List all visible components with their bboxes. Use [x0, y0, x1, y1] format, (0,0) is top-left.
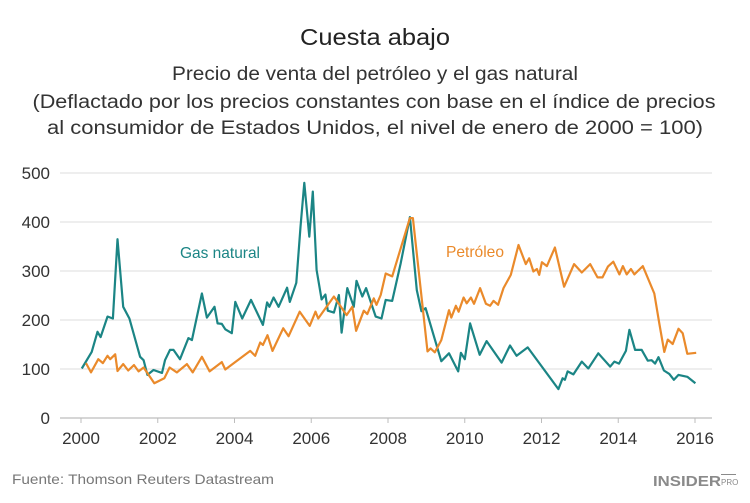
insider-pro-logo: INSIDER PRO	[653, 473, 738, 490]
series-line-gas-natural	[80, 181, 697, 391]
y-tick-label: 300	[22, 262, 50, 281]
gridlines	[60, 172, 712, 370]
chart-title: Cuesta abajo	[300, 24, 450, 50]
petroleo-label: Petróleo	[446, 244, 504, 261]
chart-subtitle-line-2: (Deflactado por los precios constantes c…	[33, 92, 716, 113]
x-tick-label: 2002	[139, 429, 177, 448]
y-axis: 0 100 200 300 400 500	[22, 164, 50, 428]
y-tick-label: 200	[22, 311, 50, 330]
y-tick-label: 0	[41, 409, 50, 428]
chart-subtitle-line-3: al consumidor de Estados Unidos, el nive…	[47, 118, 703, 139]
series-line-petroleo	[85, 217, 697, 385]
y-tick-label: 400	[22, 213, 50, 232]
gas-natural-label: Gas natural	[180, 245, 260, 262]
chart-subtitle-line-1: Precio de venta del petróleo y el gas na…	[172, 64, 578, 85]
x-tick-label: 2014	[599, 429, 637, 448]
x-tick-label: 2006	[292, 429, 330, 448]
x-tick-label: 2008	[369, 429, 407, 448]
x-tick-label: 2012	[523, 429, 561, 448]
series-lines	[80, 181, 697, 391]
svg-text:INSIDER: INSIDER	[653, 473, 721, 490]
y-tick-label: 500	[22, 164, 50, 183]
x-tick-label: 2000	[62, 429, 100, 448]
x-axis: 2000 2002 2004 2006 2008 2010 2012 2014 2016	[60, 417, 714, 448]
x-tick-label: 2004	[216, 429, 254, 448]
x-tick-label: 2016	[676, 429, 714, 448]
x-tick-label: 2010	[446, 429, 484, 448]
source-note: Fuente: Thomson Reuters Datastream	[12, 471, 274, 487]
svg-text:PRO: PRO	[721, 478, 738, 487]
y-tick-label: 100	[22, 360, 50, 379]
